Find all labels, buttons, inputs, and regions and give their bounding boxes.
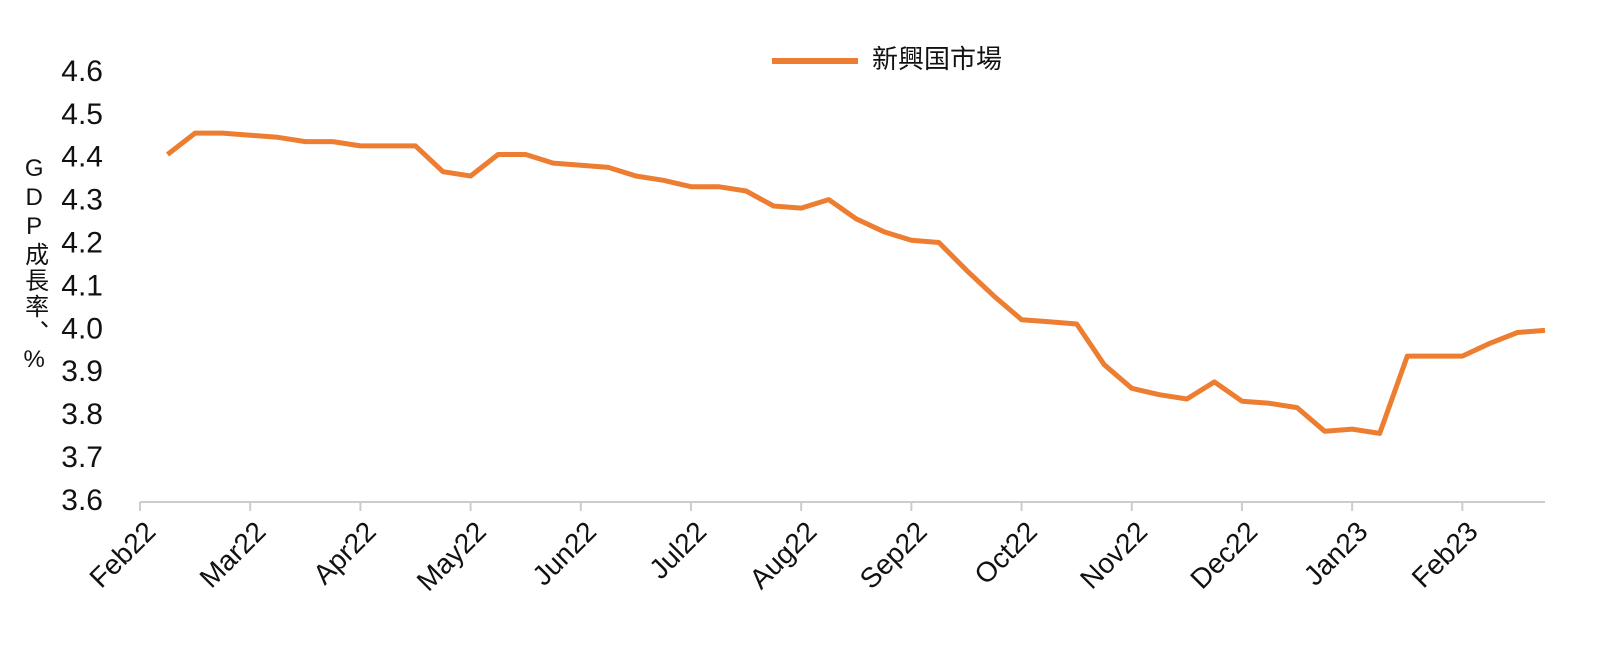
y-tick-label: 4.1 bbox=[61, 269, 103, 302]
x-tick-label: Oct22 bbox=[968, 516, 1043, 591]
y-tick-label: 4.5 bbox=[61, 98, 103, 131]
x-tick-label: Apr22 bbox=[307, 516, 382, 591]
y-tick-label: 4.3 bbox=[61, 184, 103, 217]
y-tick-label: 3.6 bbox=[61, 484, 103, 517]
legend-label: 新興国市場 bbox=[872, 44, 1002, 74]
x-tick-label: Feb22 bbox=[83, 516, 161, 594]
y-tick-label: 3.8 bbox=[61, 398, 103, 431]
y-tick-label: 4.4 bbox=[61, 141, 103, 174]
x-tick-label: Jun22 bbox=[526, 516, 602, 592]
x-tick-label: Feb23 bbox=[1406, 516, 1484, 594]
x-tick-label: Dec22 bbox=[1184, 516, 1263, 595]
y-tick-label: 3.9 bbox=[61, 355, 103, 388]
y-axis-label: GDP成長率、% bbox=[21, 155, 49, 375]
x-tick-label: May22 bbox=[411, 516, 492, 597]
y-tick-label: 4.0 bbox=[61, 312, 103, 345]
x-tick-label: Sep22 bbox=[854, 516, 933, 595]
y-tick-label: 3.7 bbox=[61, 441, 103, 474]
x-tick-label: Jul22 bbox=[643, 516, 712, 585]
x-tick-label: Jan23 bbox=[1298, 516, 1374, 592]
x-tick-label: Mar22 bbox=[194, 516, 272, 594]
data-line bbox=[165, 130, 1546, 436]
x-tick-label: Nov22 bbox=[1074, 516, 1153, 595]
y-tick-label: 4.6 bbox=[61, 55, 103, 88]
y-tick-label: 4.2 bbox=[61, 227, 103, 260]
x-tick-label: Aug22 bbox=[743, 516, 822, 595]
